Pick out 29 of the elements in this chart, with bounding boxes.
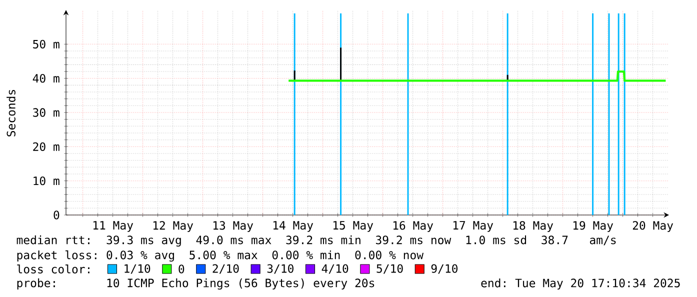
legend-label: 0 [178,264,184,274]
x-tick-label: 17 May [453,221,494,232]
x-tick-label: 18 May [513,221,554,232]
x-tick-label: 14 May [273,221,314,232]
text: packet loss: 0.03 % avg 5.00 % max 0.00 % min 0.00 % now [17,250,424,262]
x-tick-label: 12 May [153,221,194,232]
y-tick-label: 40 m [32,74,60,83]
legend-label: 3/10 [267,264,294,274]
text: end: Tue May 20 17:10:34 2025 [481,278,680,290]
x-tick-label: 19 May [573,221,614,232]
legend-label: 1/10 [124,264,150,274]
x-tick-label: 11 May [93,221,134,232]
y-tick-label: 50 m [33,40,60,49]
x-tick-label: 15 May [333,221,374,232]
y-axis-title: Seconds [6,90,16,136]
y-tick-label: 30 m [33,108,60,117]
x-tick-label: 20 May [632,221,674,232]
x-tick-label: 13 May [213,221,254,232]
legend-title: loss color: [17,264,90,274]
legend-label: 4/10 [322,264,348,274]
text: probe: 10 ICMP Echo Pings (56 Bytes) every 20s [17,278,374,290]
y-tick-label: 20 m [33,142,60,152]
x-tick-label: 16 May [393,221,434,232]
text: median rtt: 39.3 ms avg 49.0 ms max 39.2 ms min 39.2 ms now 1.0 ms sd 38.7 am/s [16,235,616,247]
legend-label: 9/10 [431,264,458,274]
y-tick-label: 10 m [34,176,60,186]
y-tick-label: 0 [54,210,60,220]
legend-label: 5/10 [376,264,403,274]
legend-label: 2/10 [212,264,239,274]
